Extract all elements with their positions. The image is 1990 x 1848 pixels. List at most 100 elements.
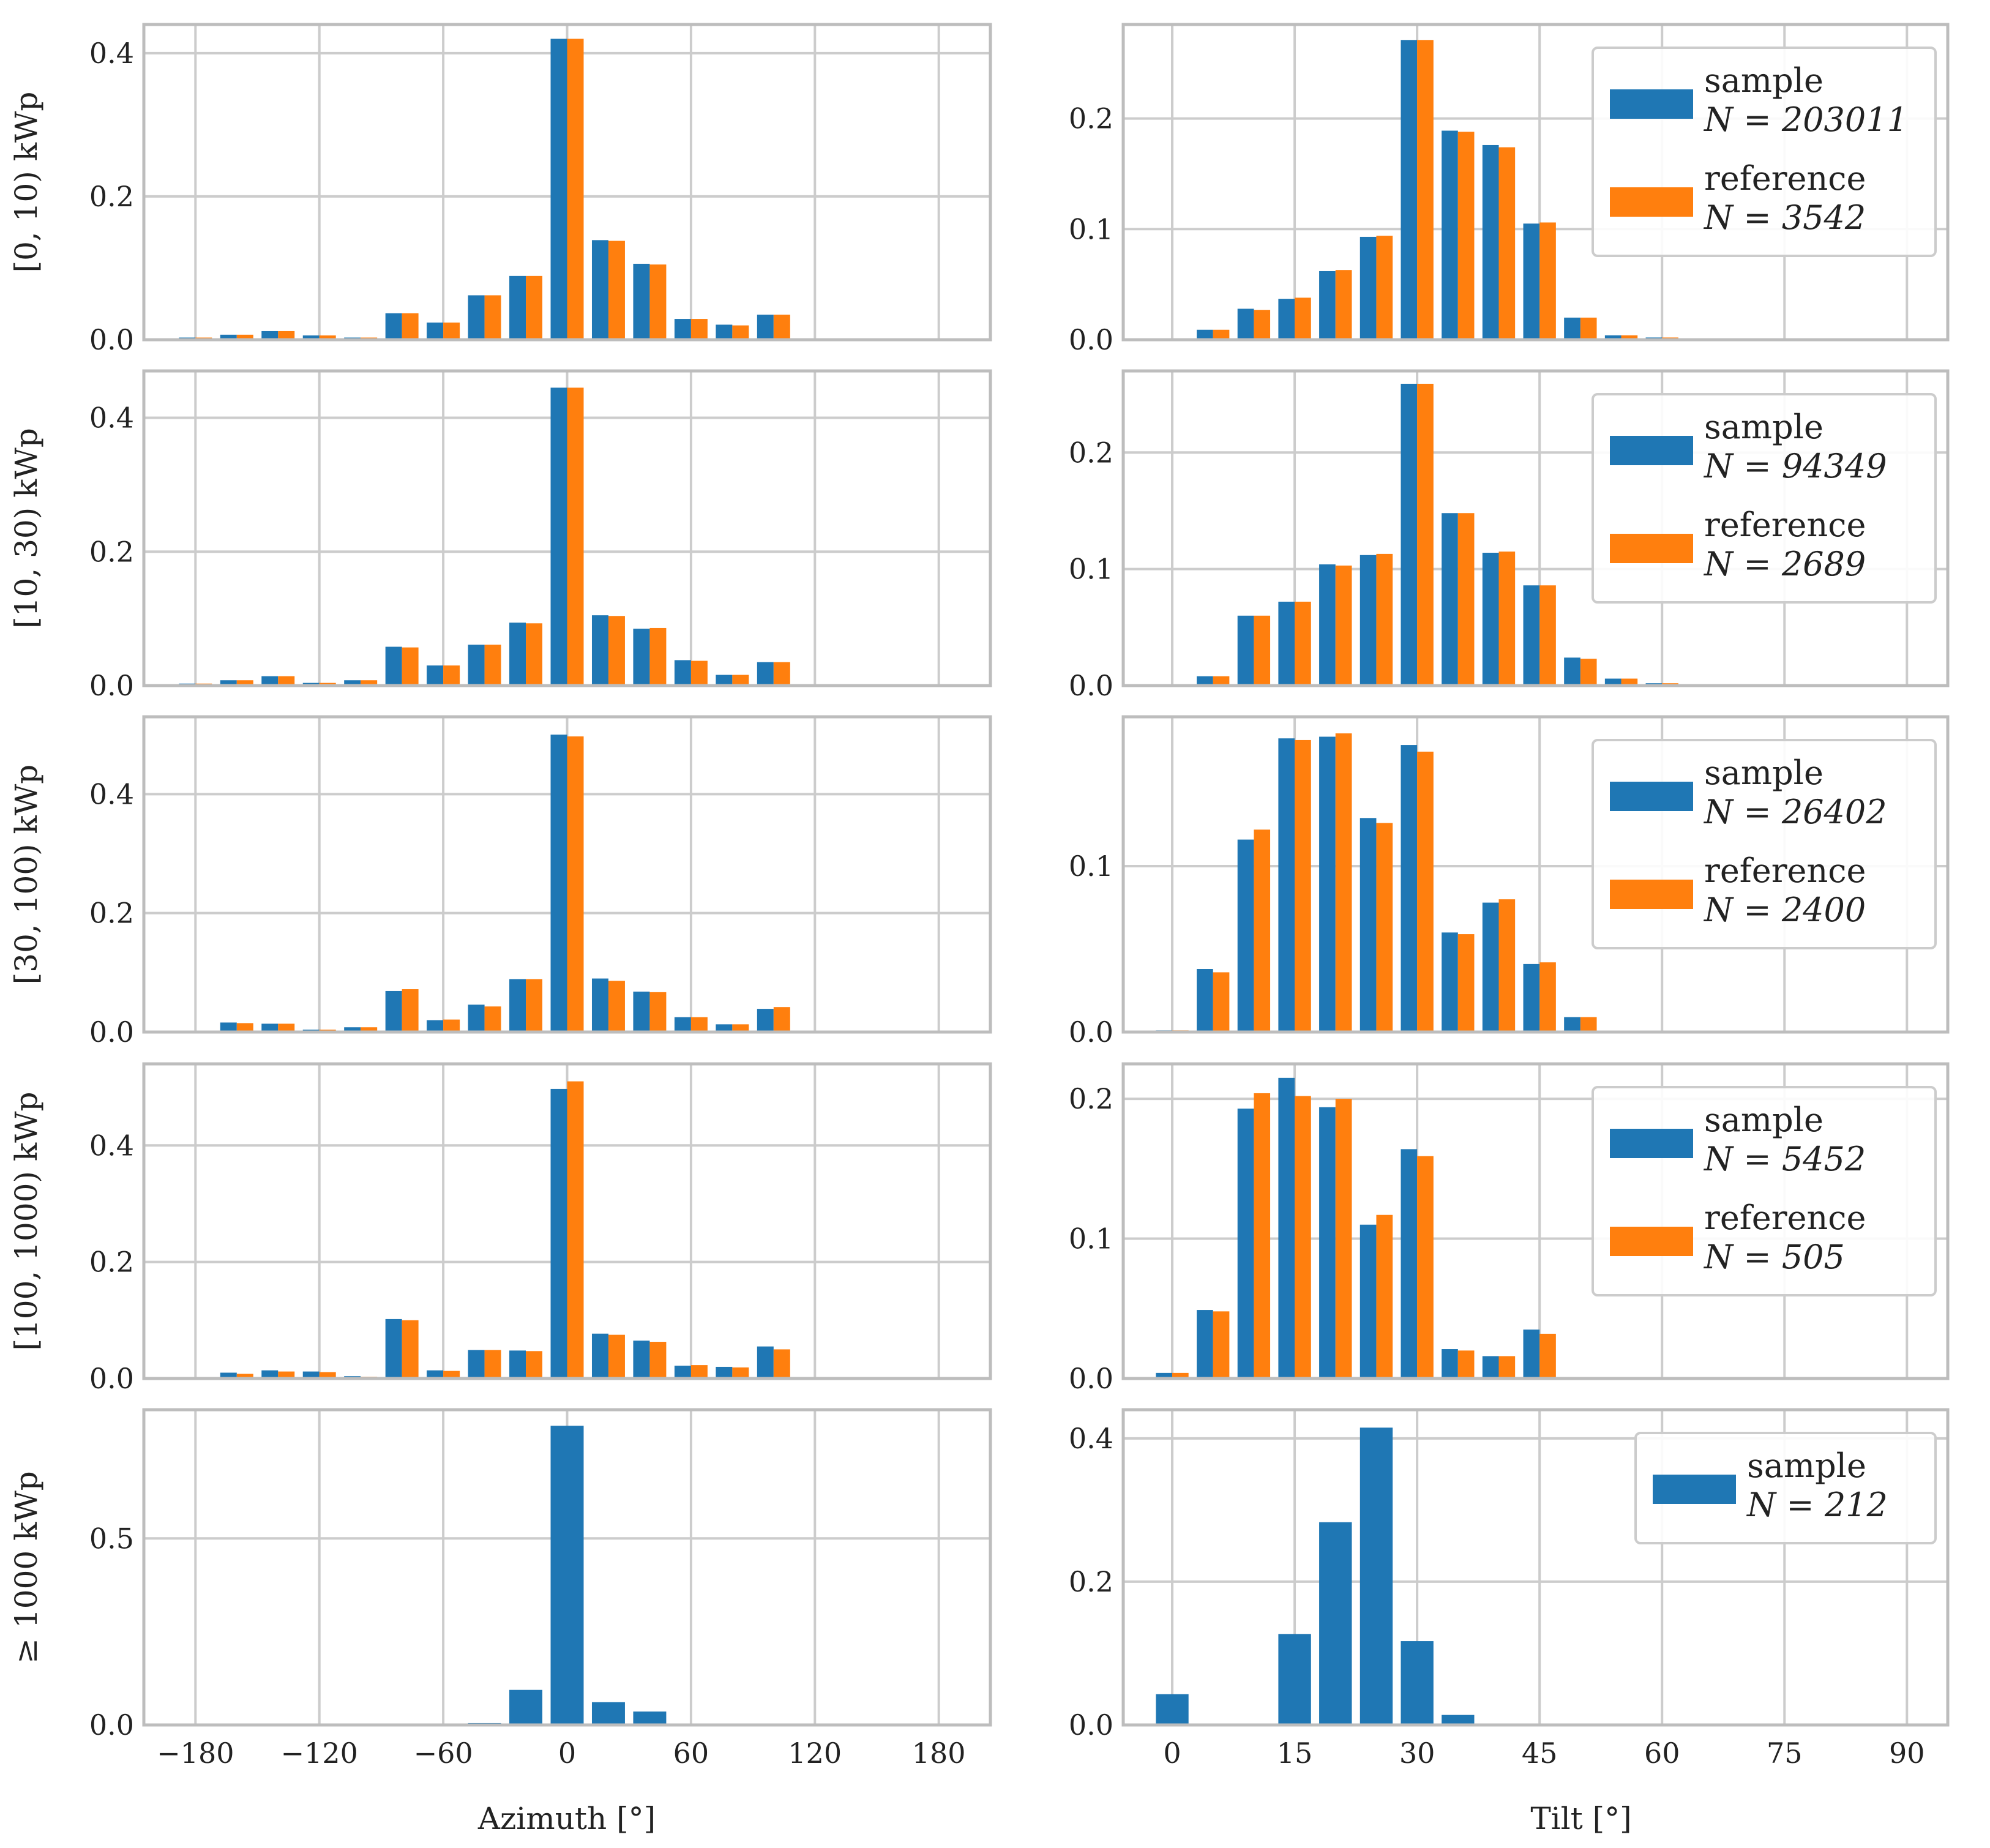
legend-swatch-sample	[1610, 89, 1693, 119]
y-tick-label: 0.0	[89, 323, 134, 356]
legend-label-sample: sample	[1704, 754, 1824, 792]
bar-reference-50	[1580, 317, 1597, 340]
legend-count-reference: N = 505	[1703, 1238, 1845, 1276]
bar-sample-10	[1237, 309, 1254, 340]
legend-swatch-reference	[1610, 534, 1693, 563]
bar-reference-5	[1213, 676, 1230, 686]
bar-sample-60	[674, 660, 691, 686]
bar-reference-40	[649, 1342, 667, 1379]
bar-reference-40	[649, 627, 667, 686]
legend-count-reference: N = 3542	[1703, 198, 1866, 237]
bar-sample-0	[1156, 1372, 1173, 1379]
bar-reference-60	[690, 660, 708, 686]
bar-sample--160	[220, 1022, 237, 1032]
row-label: [0, 10) kWp	[9, 92, 44, 273]
bar-reference-5	[1213, 329, 1230, 340]
bar-sample-10	[1237, 615, 1254, 686]
y-tick-label: 0.4	[1069, 1422, 1113, 1455]
bar-sample-45	[1523, 223, 1540, 340]
legend-label-reference: reference	[1704, 1199, 1866, 1237]
bar-sample-0	[550, 1088, 567, 1379]
bar-sample-45	[1523, 585, 1540, 686]
legend-label-reference: reference	[1704, 159, 1866, 198]
bar-sample-20	[1319, 736, 1336, 1032]
x-axis-label-tilt: Tilt [°]	[1530, 1801, 1631, 1836]
legend-swatch-sample	[1610, 782, 1693, 811]
bar-reference-40	[1498, 552, 1516, 686]
bar-sample-40	[1482, 1356, 1499, 1379]
legend-count-reference: N = 2689	[1703, 545, 1866, 583]
x-tick-label: 180	[912, 1737, 966, 1770]
panel-azimuth-row-1: 0.0 0.2 0.4 [0, 10) kWp	[9, 23, 992, 356]
legend-swatch-reference	[1610, 1227, 1693, 1256]
bar-sample-40	[633, 263, 650, 340]
bar-reference--40	[484, 1006, 501, 1032]
bar-reference-100	[773, 315, 790, 340]
y-tick-label: 0.0	[1069, 1708, 1113, 1741]
x-axis-label-azimuth: Azimuth [°]	[477, 1801, 656, 1836]
bar-sample-100	[757, 315, 774, 340]
bar-sample--120	[302, 1371, 320, 1379]
y-tick-label: 0.2	[1069, 1565, 1113, 1598]
bar-reference-35	[1457, 132, 1475, 340]
bar-reference-60	[690, 1017, 708, 1032]
y-tick-label: 0.0	[1069, 669, 1113, 702]
bar-sample-10	[1237, 839, 1254, 1032]
axes-frame	[142, 1408, 992, 1727]
bar-sample--20	[509, 979, 526, 1032]
bar-sample-0	[550, 735, 567, 1032]
bar-reference--120	[319, 335, 336, 340]
bar-sample--80	[385, 990, 402, 1032]
legend-swatch-reference	[1610, 880, 1693, 909]
bar-reference-10	[1254, 1093, 1271, 1379]
bar-sample-35	[1442, 130, 1458, 340]
x-tick-label: 30	[1399, 1737, 1435, 1770]
bar-reference-80	[732, 1367, 749, 1379]
bar-sample-40	[1482, 552, 1499, 686]
legend-count-sample: N = 203011	[1703, 100, 1908, 139]
x-tick-label: 15	[1277, 1737, 1313, 1770]
bar-reference-55	[1621, 678, 1638, 686]
bar-reference--100	[361, 1027, 378, 1032]
y-tick-label: 0.2	[1069, 436, 1113, 469]
bar-reference--140	[278, 331, 295, 340]
bar-sample--20	[509, 1689, 543, 1725]
bar-reference-40	[649, 992, 667, 1032]
bar-sample-100	[757, 1009, 774, 1032]
bar-reference-35	[1457, 1350, 1475, 1379]
panel-azimuth-row-4: 0.0 0.2 0.4 [100, 1000) kWp	[9, 1062, 992, 1395]
axes-frame	[1121, 1408, 1950, 1727]
bar-sample--80	[385, 646, 402, 686]
bar-reference-40	[649, 264, 667, 340]
bar-reference--140	[278, 1023, 295, 1032]
bar-sample-20	[591, 1333, 608, 1379]
x-tick-label: 120	[788, 1737, 842, 1770]
bar-reference--140	[278, 676, 295, 686]
y-tick-label: 0.2	[89, 535, 134, 568]
bar-sample-15	[1278, 1077, 1295, 1379]
legend-label-sample: sample	[1704, 61, 1824, 100]
bar-sample-50	[1564, 657, 1580, 686]
bar-reference-10	[1254, 310, 1271, 340]
bar-reference-15	[1295, 601, 1311, 686]
legend-label-reference: reference	[1704, 851, 1866, 890]
bar-sample-20	[591, 1702, 625, 1725]
y-tick-label: 0.4	[89, 1129, 134, 1162]
y-tick-label: 0.1	[1069, 212, 1113, 245]
bar-reference-30	[1417, 751, 1434, 1032]
bar-sample-35	[1442, 1349, 1458, 1379]
bar-reference--60	[443, 665, 460, 686]
legend-swatch-reference	[1610, 187, 1693, 217]
bar-reference--80	[402, 313, 419, 340]
bar-reference-20	[608, 1334, 625, 1379]
bar-sample--40	[468, 1004, 485, 1032]
bar-sample-25	[1360, 555, 1377, 686]
bar-sample-80	[716, 1366, 733, 1379]
axes-frame	[1121, 23, 1950, 342]
axes-frame	[142, 715, 992, 1034]
bar-reference-100	[773, 1349, 790, 1379]
legend-swatch-sample	[1610, 1129, 1693, 1158]
bar-sample-15	[1278, 738, 1295, 1032]
bar-sample-30	[1401, 745, 1418, 1032]
